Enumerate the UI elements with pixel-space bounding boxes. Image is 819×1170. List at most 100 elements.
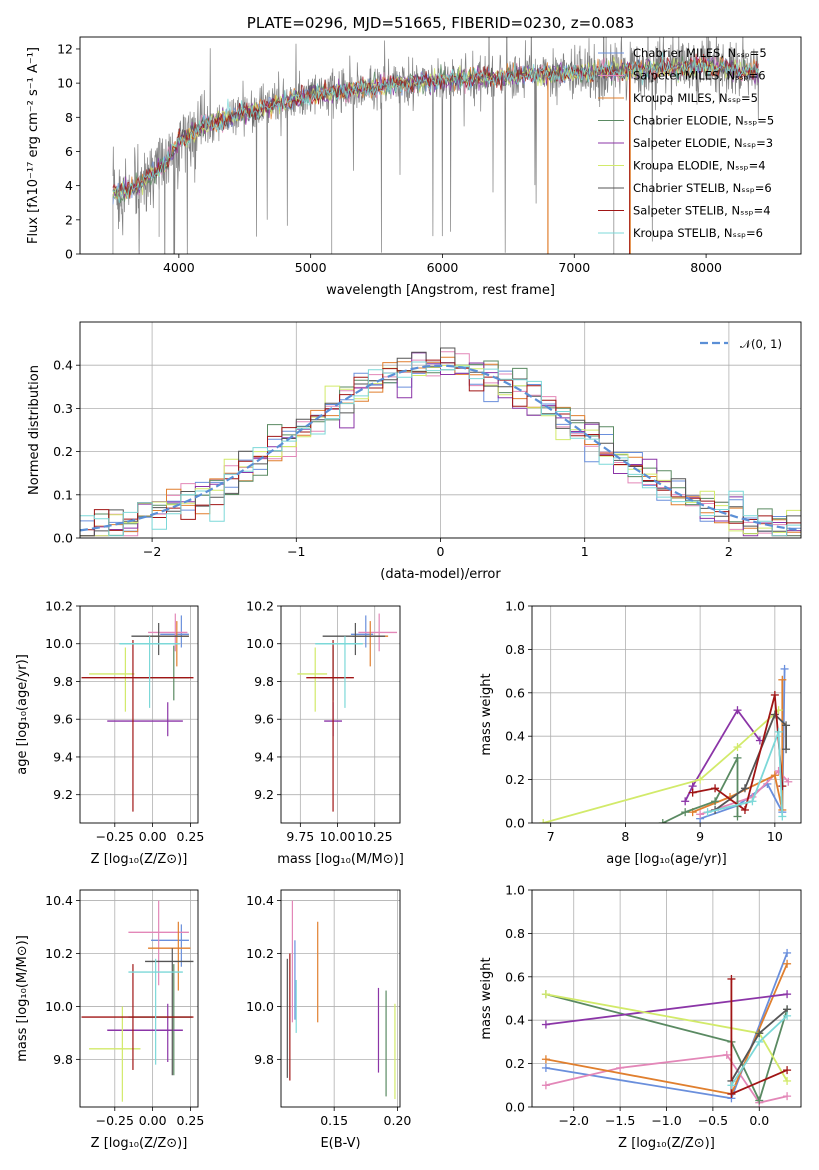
x-axis-label: mass [log₁₀(M/M⊙)]: [277, 852, 404, 867]
point-chabrier_miles: [350, 615, 374, 648]
point-kroupa_elodie: [89, 1006, 141, 1102]
y-tick-label: 0.6: [505, 969, 525, 984]
model-kroupa_stelib: [112, 52, 759, 203]
x-tick-label: 8: [621, 829, 629, 844]
plot-area: [281, 606, 400, 823]
point-kroupa_elodie: [297, 647, 328, 712]
y-tick-label: 0.0: [53, 531, 73, 546]
axes-frame: [79, 321, 802, 539]
legend: Chabrier MILES, Nₛₛₚ=5 Salpeter MILES, Nₛ…: [598, 46, 774, 240]
x-tick-label: −1.0: [651, 1113, 681, 1128]
weight-marker-chabrier_stelib: [782, 721, 791, 730]
point-salpeter_elodie: [107, 702, 183, 737]
panel-spectrum: 4000 5000 6000 7000 8000 0 2 4 6 8 10 12 wavelength …: [26, 14, 802, 298]
y-tick-label: 9.8: [254, 1052, 274, 1067]
model-salpeter_elodie: [112, 56, 759, 199]
x-tick-label: 10.25: [357, 829, 393, 844]
x-tick-label: −2.0: [559, 1113, 589, 1128]
x-tick-label: 5000: [295, 260, 327, 275]
weight-marker-chabrier_stelib: [770, 710, 779, 719]
x-tick-label: 8000: [690, 260, 722, 275]
panel-massweight-vs-Z: −2.0 −1.5 −1.0 −0.5 0.0 0.0 0.2 0.4 0.6 0.8 1.0 Z […: [479, 883, 802, 1151]
plot-area: [80, 322, 801, 538]
x-axis-label: Z [log₁₀(Z/Z⊙)]: [618, 1136, 715, 1151]
y-tick-label: 10.2: [246, 946, 274, 961]
weight-marker-chabrier_stelib: [740, 784, 749, 793]
x-tick-label: 7: [547, 829, 555, 844]
y-tick-label: 9.4: [254, 749, 274, 764]
weight-marker-kroupa_miles: [783, 959, 792, 968]
point-salpeter_miles: [358, 613, 398, 652]
y-tick-label: 0.4: [53, 358, 73, 373]
y-tick-label: 0.2: [53, 444, 73, 459]
legend-label-kroupa_elodie: Kroupa ELODIE, Nₛₛₚ=4: [633, 159, 766, 173]
weight-marker-kroupa_stelib: [755, 1037, 764, 1046]
panel-residuals: −2 −1 0 1 2 0.0 0.1 0.2 0.3 0.4 (data-model)/error…: [27, 321, 802, 582]
y-tick-label: 8: [65, 110, 73, 125]
x-tick-label: 10.00: [320, 829, 356, 844]
weight-line-kroupa_stelib: [707, 731, 784, 817]
x-axis-label: Z [log₁₀(Z/Z⊙)]: [91, 852, 188, 867]
weight-marker-kroupa_stelib: [703, 808, 712, 817]
weight-marker-kroupa_stelib: [748, 797, 757, 806]
y-tick-label: 0.0: [505, 1100, 525, 1115]
y-tick-label: 10.0: [45, 999, 73, 1014]
weight-marker-kroupa_miles: [778, 675, 787, 684]
y-tick-label: 9.4: [53, 749, 73, 764]
weight-marker-salpeter_stelib: [727, 1089, 736, 1098]
weight-marker-salpeter_elodie: [733, 706, 742, 715]
axes-frame: [280, 605, 401, 824]
legend-label-chabrier_stelib: Chabrier STELIB, Nₛₛₚ=6: [633, 181, 772, 195]
y-tick-label: 0.6: [505, 685, 525, 700]
axes-frame: [531, 889, 802, 1108]
weight-marker-chabrier_elodie: [711, 797, 720, 806]
panel-age-vs-mass: 9.75 10.00 10.25 9.2 9.4 9.6 9.8 10.0 10.2 mass […: [246, 599, 404, 868]
weight-marker-chabrier_elodie: [733, 753, 742, 762]
y-tick-label: 0.4: [505, 1013, 525, 1028]
point-salpeter_elodie: [107, 1003, 183, 1063]
gaussian-reference-curve: [80, 364, 801, 532]
x-tick-label: 1: [581, 544, 589, 559]
weight-marker-kroupa_stelib: [727, 1081, 736, 1090]
weight-marker-salpeter_elodie: [681, 797, 690, 806]
axes-frame: [280, 889, 401, 1108]
x-tick-label: −2: [143, 544, 161, 559]
y-tick-label: 10.2: [45, 599, 73, 614]
weight-marker-salpeter_stelib: [770, 690, 779, 699]
weight-marker-chabrier_elodie: [681, 808, 690, 817]
weight-marker-chabrier_stelib: [755, 1029, 764, 1038]
x-axis-label: Z [log₁₀(Z/Z⊙)]: [91, 1136, 188, 1151]
y-tick-label: 0.8: [505, 926, 525, 941]
y-tick-label: 0.0: [505, 816, 525, 831]
x-tick-label: 0.0: [749, 1113, 769, 1128]
axes-frame: [79, 605, 199, 824]
weight-marker-salpeter_miles: [784, 777, 793, 786]
y-tick-label: 10.4: [45, 893, 73, 908]
y-tick-label: 12: [57, 41, 73, 56]
x-tick-label: 0.25: [177, 1113, 205, 1128]
x-tick-label: 4000: [163, 260, 195, 275]
y-tick-label: 9.2: [53, 787, 73, 802]
weight-marker-salpeter_stelib: [783, 1066, 792, 1075]
panel-age-vs-Z: −0.25 0.00 0.25 9.2 9.4 9.6 9.8 10.0 10.2 Z [log₁…: [15, 599, 204, 868]
y-tick-label: 6: [65, 144, 73, 159]
weight-line-salpeter_miles: [699, 769, 789, 816]
weight-marker-salpeter_miles: [722, 1050, 731, 1059]
chart-title: PLATE=0296, MJD=51665, FIBERID=0230, z=0…: [247, 14, 634, 32]
legend-label-gaussian: 𝒩(0, 1): [740, 337, 782, 351]
axes-frame: [531, 605, 802, 824]
weight-marker-chabrier_elodie: [755, 1096, 764, 1105]
x-tick-label: −0.25: [96, 1113, 134, 1128]
legend-label-chabrier_elodie: Chabrier ELODIE, Nₛₛₚ=5: [633, 114, 774, 128]
y-tick-label: 0.4: [505, 729, 525, 744]
x-tick-label: 10: [767, 829, 783, 844]
weight-marker-kroupa_miles: [770, 771, 779, 780]
histogram-salpeter_stelib: [80, 359, 801, 538]
y-tick-label: 1.0: [505, 883, 525, 898]
x-tick-label: −0.5: [698, 1113, 728, 1128]
weight-marker-kroupa_elodie: [783, 1076, 792, 1085]
weight-marker-salpeter_stelib: [711, 784, 720, 793]
weight-marker-salpeter_stelib: [727, 974, 736, 983]
legend-label-kroupa_miles: Kroupa MILES, Nₛₛₚ=5: [633, 91, 758, 105]
y-tick-label: 9.8: [53, 1052, 73, 1067]
